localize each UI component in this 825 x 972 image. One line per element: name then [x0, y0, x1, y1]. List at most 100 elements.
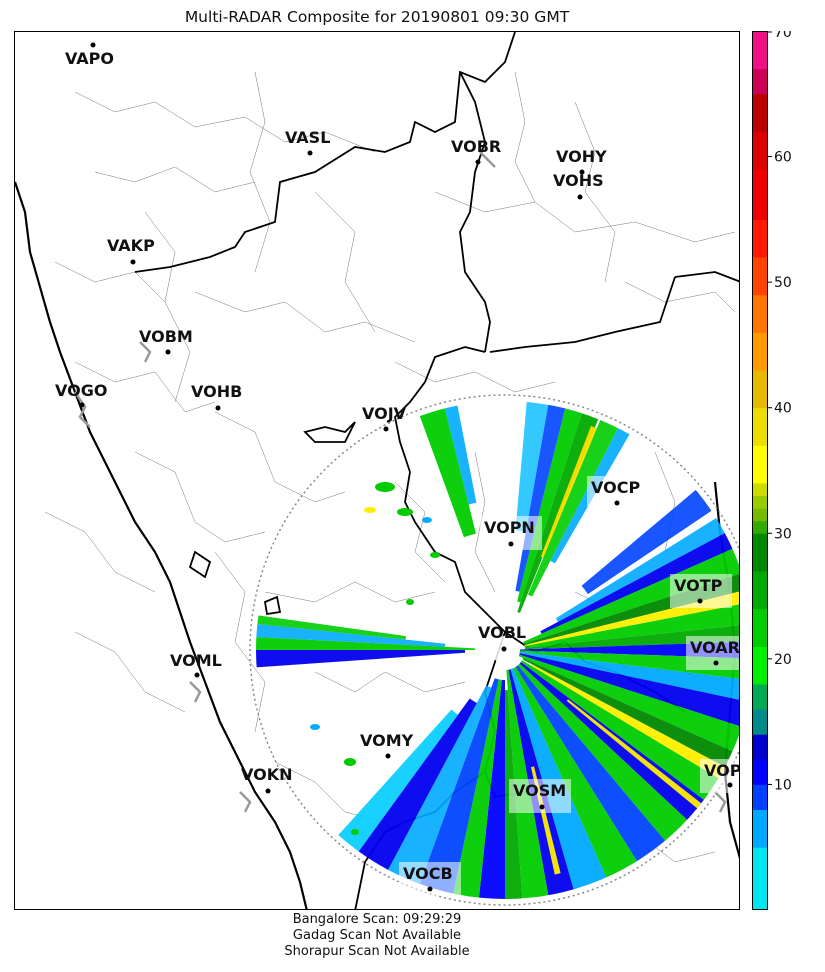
echo-cell — [422, 517, 432, 523]
echo-cell — [406, 599, 414, 605]
station-vohs[interactable]: VOHS — [553, 171, 604, 200]
station-voar[interactable]: VOAR — [686, 636, 740, 670]
colorbar-band — [752, 294, 768, 308]
echo-sector — [519, 662, 705, 821]
echo-sector — [453, 679, 502, 899]
station-dot — [579, 169, 585, 175]
station-label: VASL — [285, 128, 330, 147]
colorbar-tick-label: 60 — [774, 150, 792, 166]
station-vakp[interactable]: VAKP — [107, 236, 155, 265]
echo-sector — [419, 407, 476, 538]
colorbar-band — [752, 746, 768, 760]
station-label: VOML — [170, 651, 222, 670]
colorbar-band — [752, 118, 768, 132]
station-vapo[interactable]: VAPO — [65, 42, 114, 69]
colorbar-band — [752, 357, 768, 371]
station-vogo[interactable]: VOGO — [55, 381, 107, 408]
echo-sector — [515, 401, 549, 532]
station-votp[interactable]: VOTP — [670, 574, 732, 608]
station-vocp[interactable]: VOCP — [587, 476, 649, 510]
echo-cell — [351, 829, 359, 835]
station-vocb[interactable]: VOCB — [399, 862, 461, 896]
colorbar-frame — [752, 31, 768, 910]
colorbar-band — [752, 671, 768, 685]
colorbar-band — [752, 897, 768, 911]
station-vobl[interactable]: VOBL — [478, 623, 526, 652]
colorbar-band — [752, 470, 768, 484]
station-label: VOMY — [360, 731, 414, 750]
station-dot — [215, 405, 221, 411]
colorbar-band — [752, 834, 768, 848]
colorbar-band — [752, 884, 768, 898]
scan-status: Bangalore Scan: 09:29:29 Gadag Scan Not … — [14, 912, 740, 960]
echo-cell — [344, 758, 356, 766]
colorbar-band — [752, 194, 768, 208]
station-label: VOHB — [191, 382, 242, 401]
echo-sector — [519, 653, 739, 728]
colorbar-band — [752, 93, 768, 107]
echo-sector — [358, 698, 477, 871]
echo-sector — [555, 517, 726, 622]
echo-sector — [566, 699, 703, 810]
colorbar-band — [752, 558, 768, 572]
colorbar-band — [752, 445, 768, 459]
station-dot — [130, 259, 136, 265]
station-vopn[interactable]: VOPN — [480, 516, 542, 550]
echo-sector — [337, 709, 458, 853]
station-vosm[interactable]: VOSM — [509, 779, 571, 813]
colorbar-band — [752, 81, 768, 95]
colorbar-band — [752, 344, 768, 358]
colorbar-band — [752, 56, 768, 70]
colorbar-band — [752, 495, 768, 509]
colorbar-band — [752, 332, 768, 346]
colorbar-tick-label: 40 — [774, 401, 792, 417]
colorbar-band — [752, 658, 768, 672]
station-vasl[interactable]: VASL — [285, 128, 330, 156]
station-label-halo — [700, 759, 739, 793]
station-label: VOSM — [513, 781, 566, 800]
station-voml[interactable]: VOML — [170, 651, 222, 678]
station-vobr[interactable]: VOBR — [451, 137, 501, 165]
station-dot — [713, 660, 719, 666]
echo-cell — [375, 482, 395, 492]
colorbar-band — [752, 596, 768, 610]
colorbar-band — [752, 407, 768, 421]
colorbar-band — [752, 395, 768, 409]
echo-sector — [540, 532, 734, 634]
station-vohy[interactable]: VOHY — [556, 147, 607, 175]
station-label: VOKN — [241, 765, 293, 784]
station-dot — [90, 42, 96, 48]
rivers — [73, 151, 727, 813]
colorbar-band — [752, 533, 768, 547]
station-vobm[interactable]: VOBM — [139, 327, 193, 355]
station-vomy[interactable]: VOMY — [360, 731, 414, 759]
colorbar-band — [752, 219, 768, 233]
colorbar-band — [752, 181, 768, 195]
echo-sector — [540, 425, 597, 558]
colorbar-tick-label: 10 — [774, 777, 792, 793]
station-vojv[interactable]: VOJV — [362, 404, 407, 432]
station-dot — [307, 150, 313, 156]
station-dot — [508, 541, 514, 547]
echo-sector — [522, 658, 734, 768]
colorbar-band — [752, 370, 768, 384]
colorbar-band — [752, 144, 768, 158]
colorbar-band — [752, 231, 768, 245]
echo-sector — [444, 404, 477, 505]
colorbar-band — [752, 106, 768, 120]
station-label: VOGO — [55, 381, 107, 400]
radar-map[interactable]: VAPO VASL VOBR VOHY VOHS VAKP VOBM VOGO VOHB VOJV… — [14, 31, 740, 910]
station-vohb[interactable]: VOHB — [191, 382, 242, 411]
station-label: VOBL — [478, 623, 526, 642]
echo-sector — [517, 407, 583, 603]
echo-sector — [513, 666, 638, 879]
station-dot — [475, 159, 481, 165]
station-vopc[interactable]: VOPC — [700, 759, 740, 793]
station-vokn[interactable]: VOKN — [241, 765, 293, 794]
colorbar-band — [752, 621, 768, 635]
station-dot — [194, 672, 200, 678]
scan-status-line-1: Bangalore Scan: 09:29:29 — [292, 912, 462, 927]
colorbar-band — [752, 771, 768, 785]
station-layer: VAPO VASL VOBR VOHY VOHS VAKP VOBM VOGO VOHB VOJV… — [55, 42, 740, 896]
colorbar-tick-label: 30 — [774, 526, 792, 542]
